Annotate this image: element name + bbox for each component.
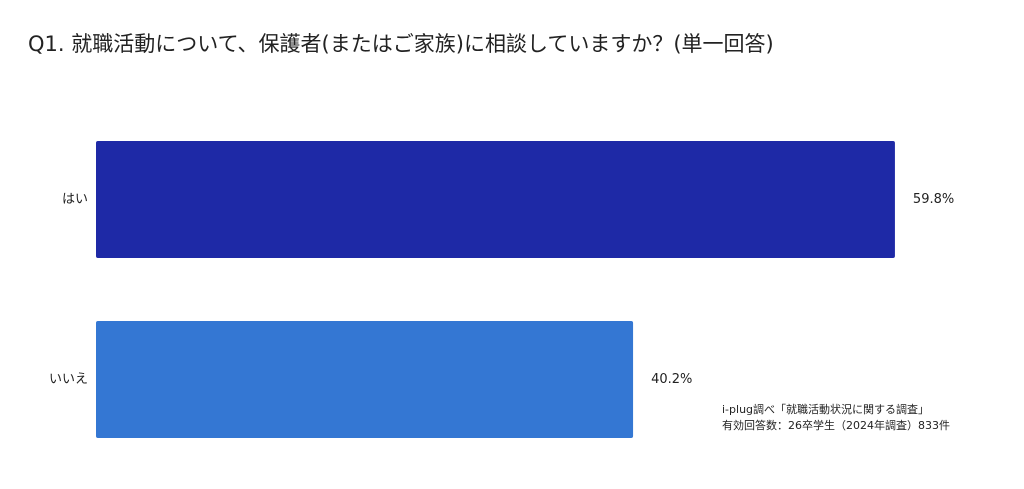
bar xyxy=(96,141,895,258)
annotation: 有効回答数：26卒学生（2024年調査）833件 xyxy=(722,418,950,432)
annotation: i-plug調べ「就職活動状況に関する調査」 xyxy=(722,402,929,416)
bar xyxy=(96,321,634,438)
category-label: いいえ xyxy=(49,372,88,387)
chart-title: Q1. 就職活動について、保護者(またはご家族)に相談していますか？(単一回答) xyxy=(28,32,774,56)
value-label: 40.2% xyxy=(651,372,692,387)
category-label: はい xyxy=(62,192,88,207)
value-label: 59.8% xyxy=(913,192,954,207)
